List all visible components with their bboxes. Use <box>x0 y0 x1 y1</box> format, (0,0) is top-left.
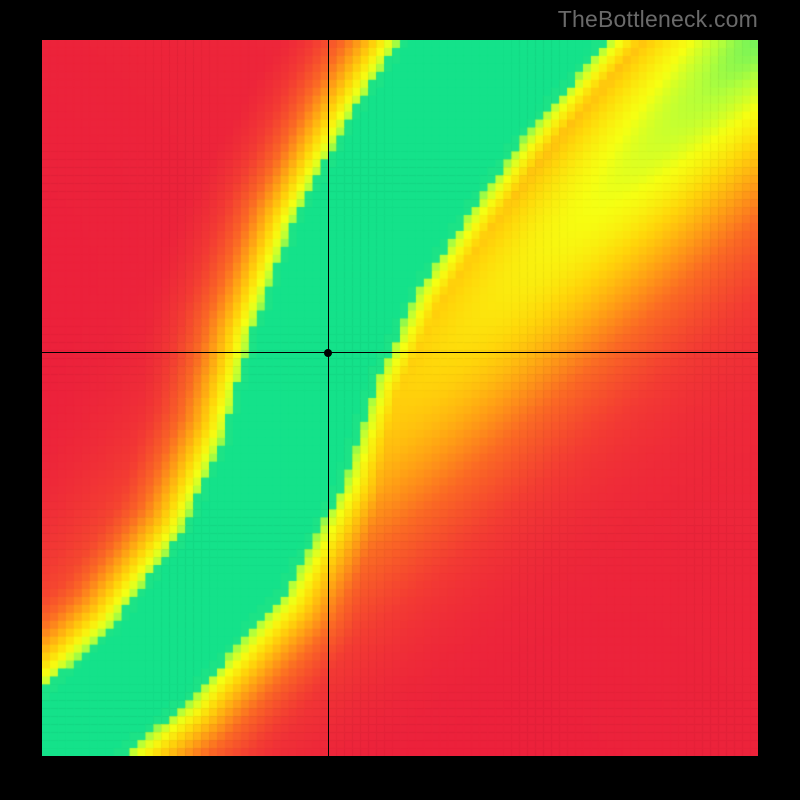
crosshair-marker <box>324 349 332 357</box>
heatmap-canvas <box>42 40 758 756</box>
crosshair-horizontal <box>42 352 758 353</box>
attribution-label: TheBottleneck.com <box>558 6 758 33</box>
heatmap-plot <box>42 40 758 756</box>
chart-container: TheBottleneck.com <box>0 0 800 800</box>
crosshair-vertical <box>328 40 329 756</box>
